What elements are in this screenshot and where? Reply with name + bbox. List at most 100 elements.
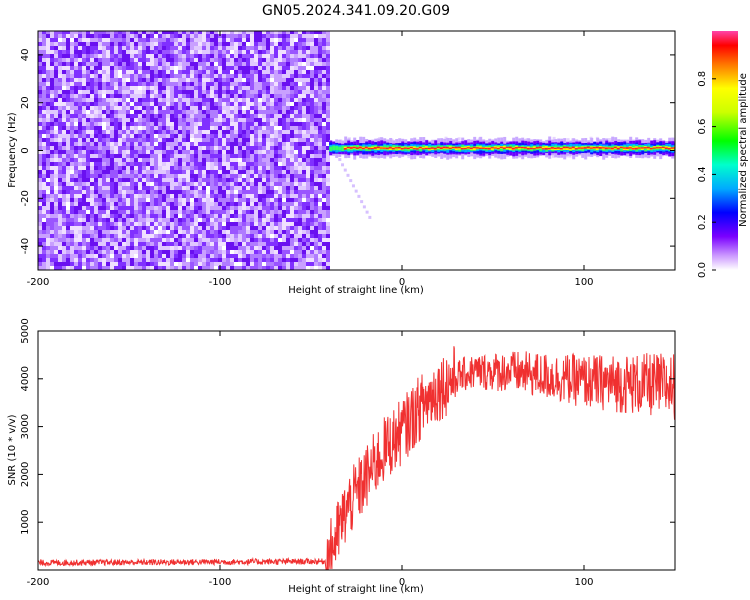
- spectrogram-ytick-label: 20: [20, 96, 31, 109]
- heatmap-cell: [150, 31, 154, 34]
- heatmap-cell: [66, 186, 70, 190]
- heatmap-cell: [214, 210, 218, 214]
- heatmap-cell: [110, 186, 114, 190]
- heatmap-cell: [250, 134, 254, 138]
- heatmap-cell: [78, 170, 82, 174]
- heatmap-cell: [186, 234, 190, 238]
- heatmap-cell: [142, 190, 146, 194]
- heatmap-cell: [174, 90, 178, 98]
- heatmap-cell: [74, 170, 78, 174]
- heatmap-cell: [114, 98, 118, 102]
- heatmap-cell: [286, 186, 290, 190]
- heatmap-cell: [174, 31, 178, 38]
- heatmap-cell: [78, 178, 82, 182]
- heatmap-cell: [310, 186, 314, 190]
- heatmap-cell: [162, 78, 166, 82]
- heatmap-cell: [306, 242, 310, 246]
- heatmap-cell: [298, 70, 302, 74]
- heatmap-cell: [170, 218, 174, 222]
- heatmap-cell: [370, 146, 374, 149]
- heatmap-cell: [254, 166, 258, 174]
- heatmap-cell: [562, 147, 566, 150]
- heatmap-cell: [218, 98, 222, 102]
- heatmap-cell: [290, 138, 294, 142]
- heatmap-cell: [70, 31, 74, 38]
- heatmap-cell: [198, 110, 202, 114]
- heatmap-cell: [110, 230, 114, 234]
- heatmap-cell: [102, 146, 106, 150]
- heatmap-cell: [62, 46, 66, 50]
- heatmap-cell: [226, 194, 230, 198]
- heatmap-cell: [114, 31, 118, 34]
- heatmap-cell: [90, 54, 94, 58]
- heatmap-cell: [242, 182, 246, 186]
- heatmap-cell: [604, 147, 608, 150]
- heatmap-cell: [110, 31, 114, 34]
- heatmap-cell: [198, 130, 202, 134]
- heatmap-cell: [126, 154, 130, 158]
- heatmap-cell: [472, 146, 476, 149]
- heatmap-cell: [631, 148, 635, 150]
- colorbar-tick-label: 0.0: [697, 262, 708, 278]
- heatmap-cell: [154, 138, 158, 142]
- heatmap-cell: [258, 114, 262, 118]
- heatmap-cell: [162, 222, 166, 226]
- heatmap-cell: [198, 174, 202, 178]
- heatmap-cell: [254, 42, 258, 46]
- heatmap-cell: [341, 163, 345, 167]
- heatmap-cell: [306, 130, 310, 134]
- heatmap-cell: [310, 62, 314, 66]
- heatmap-cell: [198, 254, 202, 262]
- heatmap-cell: [314, 190, 318, 194]
- heatmap-cell: [82, 170, 86, 174]
- heatmap-cell: [142, 54, 146, 62]
- heatmap-cell: [322, 174, 326, 178]
- heatmap-cell: [178, 150, 182, 154]
- heatmap-cell: [258, 206, 262, 210]
- heatmap-cell: [230, 158, 234, 162]
- heatmap-cell: [210, 262, 214, 266]
- heatmap-cell: [314, 194, 318, 198]
- heatmap-cell: [230, 31, 234, 34]
- heatmap-cell: [266, 266, 270, 270]
- heatmap-cell: [326, 150, 330, 154]
- heatmap-cell: [523, 147, 527, 149]
- heatmap-cell: [90, 234, 94, 238]
- heatmap-cell: [294, 74, 298, 78]
- heatmap-cell: [134, 198, 138, 202]
- heatmap-cell: [234, 98, 238, 102]
- heatmap-cell: [66, 34, 70, 46]
- heatmap-cell: [38, 74, 42, 78]
- heatmap-cell: [318, 38, 322, 42]
- heatmap-cell: [286, 250, 290, 254]
- heatmap-cell: [118, 98, 122, 102]
- heatmap-cell: [94, 98, 98, 102]
- heatmap-cell: [154, 238, 158, 246]
- heatmap-cell: [134, 166, 138, 170]
- heatmap-cell: [246, 34, 250, 38]
- heatmap-cell: [194, 170, 198, 182]
- heatmap-cell: [102, 31, 106, 38]
- heatmap-cell: [500, 146, 504, 152]
- heatmap-cell: [238, 122, 242, 126]
- heatmap-cell: [439, 147, 443, 150]
- heatmap-cell: [266, 166, 270, 170]
- heatmap-cell: [310, 90, 314, 94]
- heatmap-cell: [286, 122, 290, 126]
- heatmap-cell: [238, 118, 242, 122]
- heatmap-cell: [66, 114, 70, 118]
- heatmap-cell: [46, 122, 50, 126]
- heatmap-cell: [218, 254, 222, 258]
- heatmap-cell: [270, 170, 274, 174]
- heatmap-cell: [82, 246, 86, 250]
- heatmap-cell: [182, 130, 186, 134]
- heatmap-cell: [126, 158, 130, 162]
- heatmap-cell: [178, 134, 182, 138]
- heatmap-cell: [310, 78, 314, 82]
- heatmap-cell: [258, 230, 262, 234]
- heatmap-cell: [106, 42, 110, 46]
- heatmap-cell: [154, 31, 158, 34]
- heatmap-cell: [226, 134, 230, 138]
- heatmap-cell: [290, 130, 294, 134]
- heatmap-cell: [54, 31, 58, 34]
